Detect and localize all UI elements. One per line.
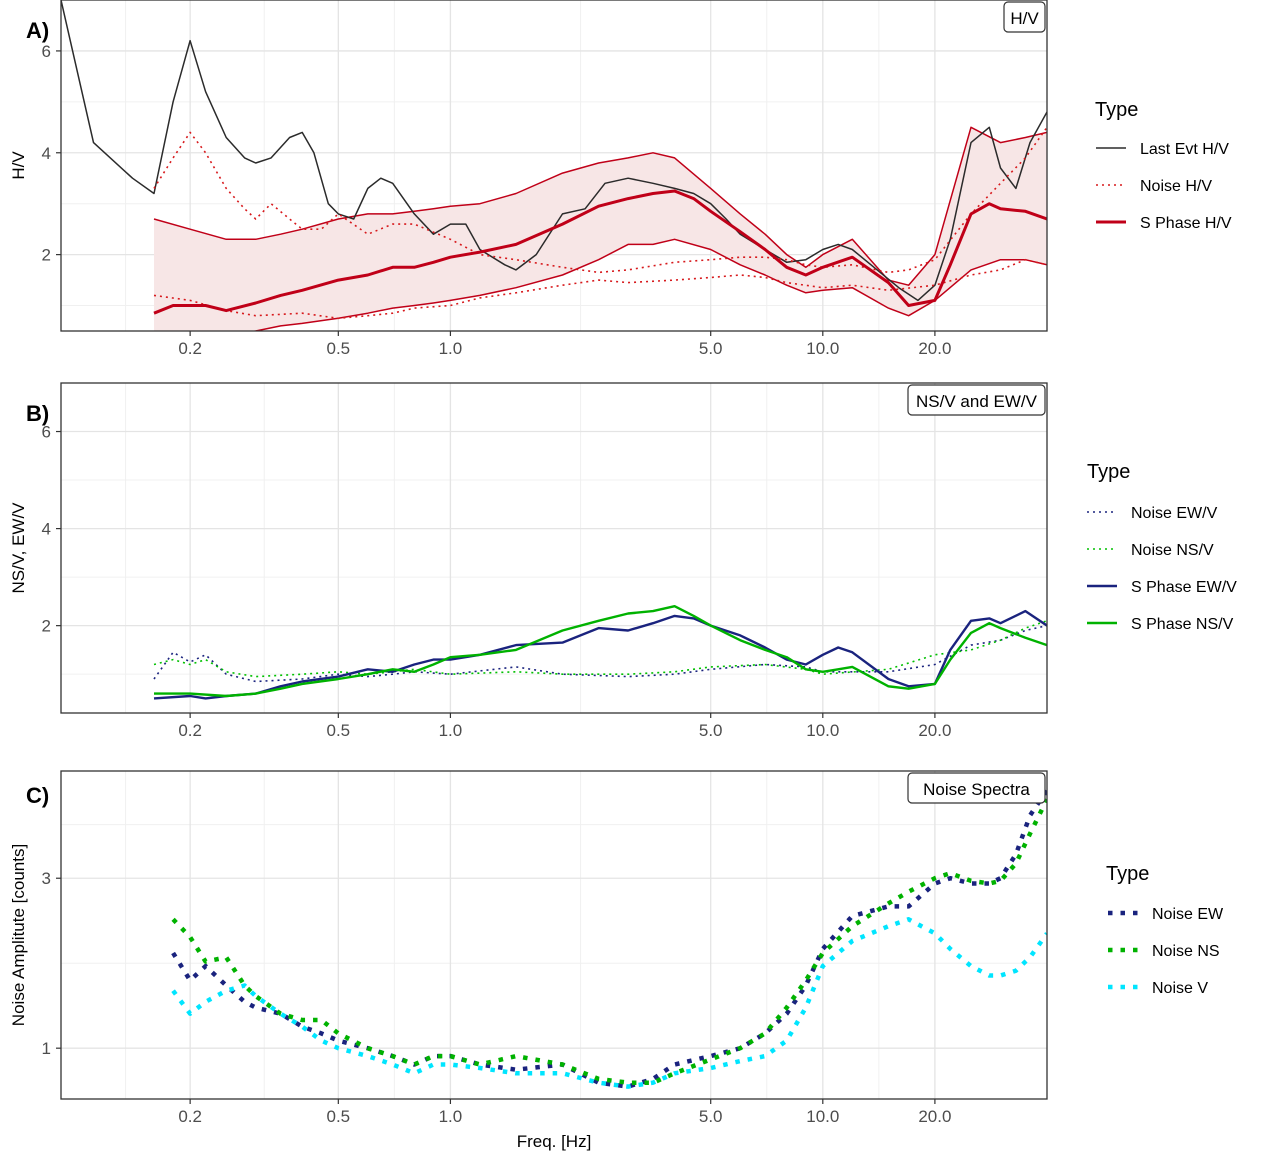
y-tick-label: 2 [42,617,51,636]
y-tick-label: 1 [42,1039,51,1058]
band-upper-line [153,126,1047,286]
series-line [154,605,1047,698]
panel-border [60,0,1048,332]
x-tick-label: 0.2 [178,1107,202,1126]
data-layer [153,605,1047,700]
series-line [171,917,1047,1089]
legend-label: Noise NS [1152,943,1220,960]
x-tick-label: 20.0 [918,1107,951,1126]
legend-label: Noise NS/V [1131,542,1214,559]
series-line [171,798,1047,1085]
legend-title: Type [1087,461,1130,483]
x-tick-label: 0.5 [327,1107,351,1126]
panel-border [60,770,1048,1100]
panel-c: 0.2 0.5 1.0 5.0 10.0 20.0 1 3 Noise Amplitute [c… [9,770,1048,1151]
x-tick-label: 5.0 [699,1107,723,1126]
legend-c: Type Noise EW Noise NS Noise V [1106,863,1224,997]
x-tick-label: 5.0 [699,339,723,358]
y-tick-label: 4 [42,520,51,539]
plot-background [61,383,1047,713]
y-tick-label: 4 [42,144,51,163]
plot-background [61,771,1047,1099]
x-tick-label: 20.0 [918,339,951,358]
series-line [153,258,1047,320]
x-tick-label: 0.5 [327,339,351,358]
series-line [153,624,1047,683]
legend-label: Noise H/V [1140,178,1212,195]
x-tick-label: 1.0 [439,339,463,358]
x-tick-label: 10.0 [806,339,839,358]
y-tick-label: 6 [42,42,51,61]
x-tick-label: 1.0 [439,1107,463,1126]
legend-label: Noise EW [1152,906,1224,923]
x-tick-label: 20.0 [918,721,951,740]
legend-title: Type [1106,863,1149,885]
panel-tag: A) [26,18,49,43]
y-axis-title: H/V [9,151,28,180]
panel-tag: C) [26,783,49,808]
series-line [61,0,1047,302]
data-layer [61,0,1047,331]
x-tick-label: 10.0 [806,721,839,740]
x-tick-label: 5.0 [699,721,723,740]
series-line [171,788,1047,1089]
panel-tag: B) [26,401,49,426]
legend-label: Noise EW/V [1131,505,1218,522]
strip-label: Noise Spectra [923,780,1030,799]
confidence-band [154,127,1047,331]
series-line [153,189,1047,315]
strip-label-box [907,384,1046,416]
x-tick-label: 0.2 [178,721,202,740]
strip-label-box [907,772,1046,804]
series-line [153,126,1047,274]
x-tick-label: 0.2 [178,339,202,358]
panel-border [60,382,1048,714]
x-tick-label: 10.0 [806,1107,839,1126]
legend-a: Type Last Evt H/V Noise H/V S Phase H/V [1095,99,1232,232]
strip-label-box [1003,1,1046,33]
legend-title: Type [1095,99,1138,121]
x-tick-label: 0.5 [327,721,351,740]
y-tick-label: 2 [42,246,51,265]
legend-label: Last Evt H/V [1140,141,1229,158]
panel-b: 0.2 0.5 1.0 5.0 10.0 20.0 2 4 6 NS/V, EW/V B) NS/V … [9,382,1048,740]
y-axis-title: Noise Amplitute [counts] [9,844,28,1026]
x-axis-title: Freq. [Hz] [517,1132,592,1151]
band-lower-line [251,238,1047,331]
x-tick-label: 1.0 [439,721,463,740]
strip-label: NS/V and EW/V [916,392,1038,411]
strip-label: H/V [1010,9,1039,28]
legend-b: Type Noise EW/V Noise NS/V S Phase EW/V S Ph… [1087,461,1237,633]
y-axis-title: NS/V, EW/V [9,502,28,594]
series-line [153,620,1047,678]
legend-label: Noise V [1152,980,1208,997]
legend-label: S Phase H/V [1140,215,1232,232]
y-tick-label: 3 [42,869,51,888]
legend-label: S Phase EW/V [1131,579,1237,596]
legend-label: S Phase NS/V [1131,616,1234,633]
y-tick-label: 6 [42,423,51,442]
panel-a: 0.2 0.5 1.0 5.0 10.0 20.0 2 4 6 H/V A) H/V [9,0,1048,358]
data-layer [171,788,1047,1089]
